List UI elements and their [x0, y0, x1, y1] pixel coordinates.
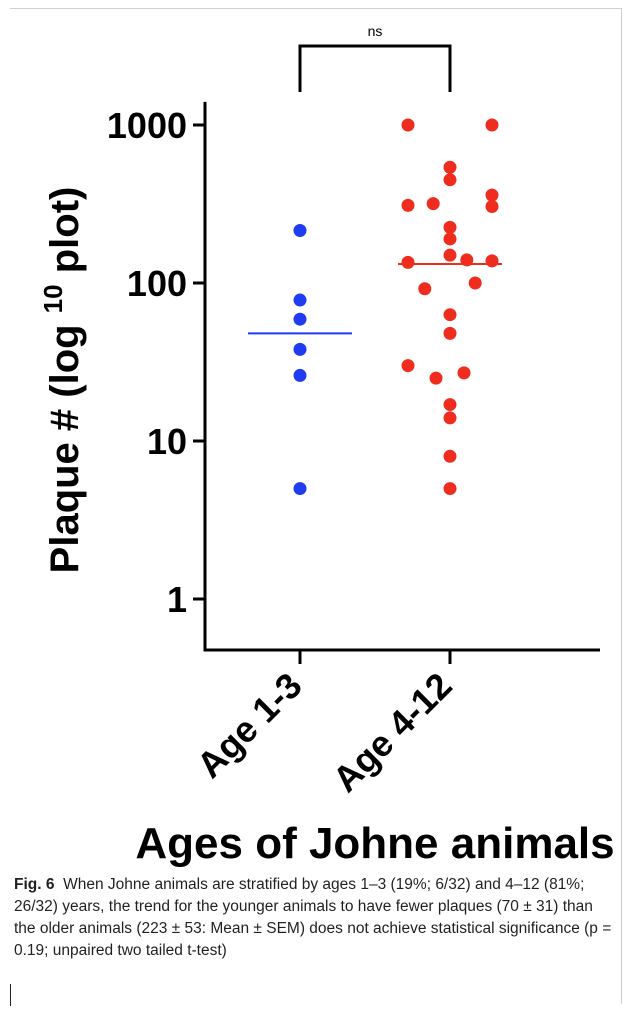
data-point	[401, 198, 415, 212]
x-tick-label: Age 4-12	[325, 665, 460, 800]
data-point	[485, 254, 499, 268]
data-point	[401, 359, 415, 373]
y-tick-label: 1	[167, 579, 187, 620]
data-point	[443, 326, 457, 340]
data-point	[443, 248, 457, 262]
y-axis-title: Plaque # (log 10 plot)	[38, 187, 87, 574]
x-tick-label: Age 1-3	[189, 665, 310, 786]
data-point	[443, 173, 457, 187]
data-point	[293, 223, 307, 237]
data-point	[426, 197, 440, 211]
data-point	[443, 232, 457, 246]
caption-text: When Johne animals are stratified by age…	[14, 876, 612, 959]
figure-frame	[10, 8, 622, 1004]
data-point	[418, 282, 432, 296]
axes	[193, 44, 600, 664]
data-point	[485, 199, 499, 213]
data-point	[293, 342, 307, 356]
data-point	[401, 255, 415, 269]
data-point	[443, 482, 457, 496]
data-points	[248, 118, 502, 496]
data-point	[443, 398, 457, 412]
scatter-chart: 1 10 100 1000 Age 1-3 Age 4-12 Plaque # (log 1…	[38, 23, 615, 868]
caption-rule	[10, 984, 11, 1006]
data-point	[485, 188, 499, 202]
data-point	[443, 449, 457, 463]
data-point	[443, 220, 457, 234]
axis-labels: 1 10 100 1000 Age 1-3 Age 4-12 Plaque # (log 1…	[38, 23, 615, 868]
data-point	[293, 482, 307, 496]
caption-label: Fig. 6	[14, 876, 55, 893]
significance-bracket	[298, 44, 452, 92]
data-point	[429, 371, 443, 385]
data-point	[443, 160, 457, 174]
x-axis-title: Ages of Johne animals	[135, 819, 614, 868]
data-point	[443, 411, 457, 425]
data-point	[457, 366, 471, 380]
y-tick-label: 100	[127, 263, 187, 304]
data-point	[443, 308, 457, 322]
data-point	[401, 118, 415, 132]
data-point	[293, 368, 307, 382]
data-point	[468, 276, 482, 290]
figure-caption: Fig. 6 When Johne animals are stratified…	[14, 874, 614, 962]
data-point	[485, 118, 499, 132]
y-tick-label: 10	[147, 421, 187, 462]
data-point	[293, 293, 307, 307]
y-tick-label: 1000	[107, 105, 187, 146]
data-point	[293, 312, 307, 326]
significance-label: ns	[368, 23, 383, 39]
